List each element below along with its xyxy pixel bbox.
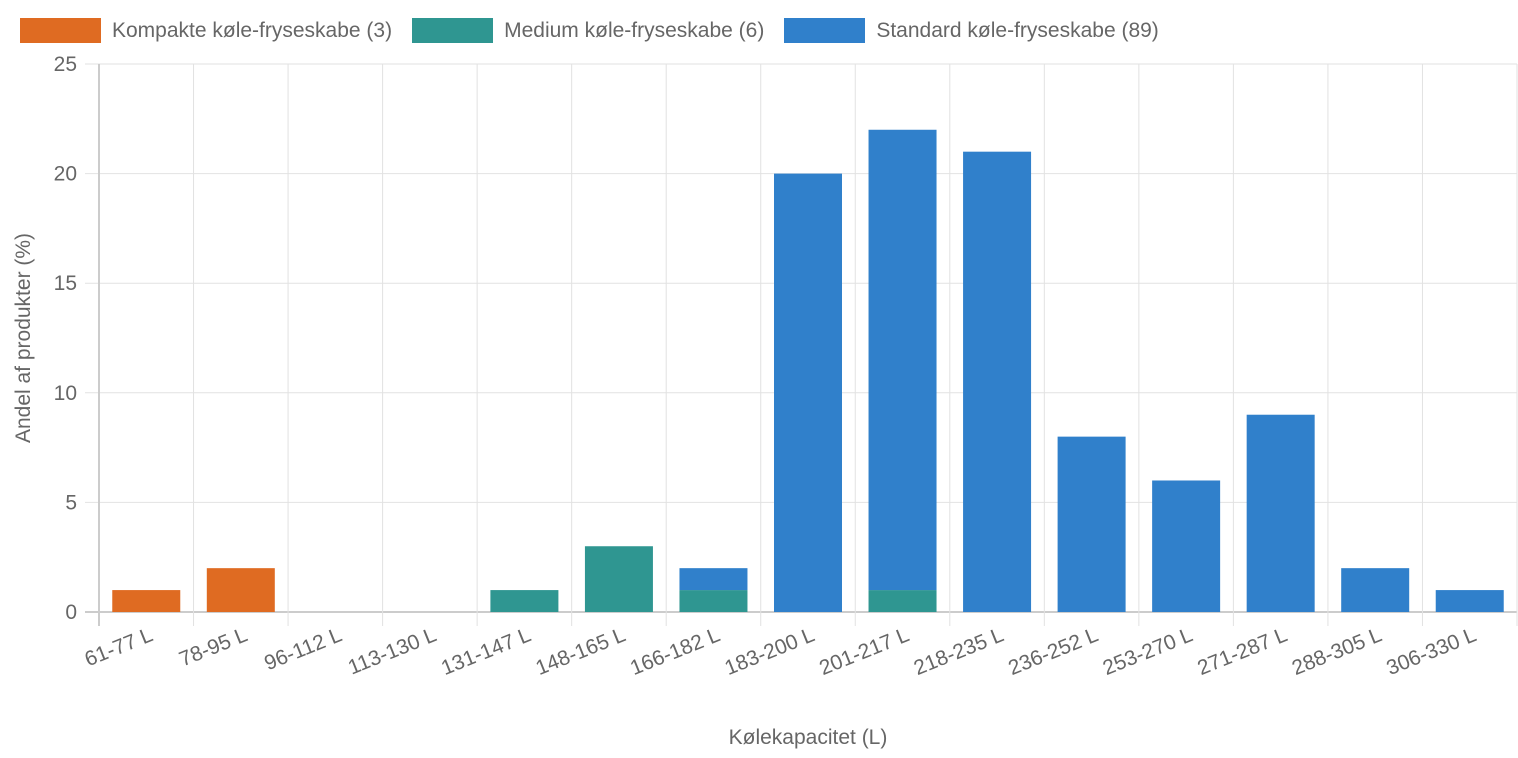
bar-segment[interactable]	[206, 568, 275, 612]
bar-segment[interactable]	[868, 590, 937, 612]
y-tick-label: 20	[54, 163, 77, 186]
x-tick-label: 253-270 L	[1100, 623, 1196, 680]
legend-swatch-kompakte	[20, 18, 101, 43]
bar-segment[interactable]	[963, 151, 1032, 612]
bar-segment[interactable]	[868, 129, 937, 591]
legend-swatch-standard	[784, 18, 866, 43]
x-tick-label: 96-112 L	[261, 623, 345, 675]
bar-segment[interactable]	[490, 590, 559, 612]
legend-item-medium[interactable]: Medium køle-fryseskabe (6)	[412, 18, 764, 43]
x-tick-label: 148-165 L	[532, 623, 628, 680]
legend-label-kompakte: Kompakte køle-fryseskabe (3)	[112, 18, 393, 42]
legend-item-kompakte[interactable]: Kompakte køle-fryseskabe (3)	[20, 18, 392, 43]
x-tick-label: 113-130 L	[345, 623, 440, 679]
chart-legend: Kompakte køle-fryseskabe (3) Medium køle…	[20, 18, 1179, 43]
bar-segment[interactable]	[774, 173, 842, 612]
y-tick-label: 0	[65, 601, 77, 624]
y-tick-label: 15	[54, 272, 77, 295]
bar-segment[interactable]	[584, 546, 653, 612]
y-tick-label: 25	[54, 53, 77, 76]
legend-label-standard: Standard køle-fryseskabe (89)	[876, 18, 1159, 42]
bar-segment[interactable]	[1152, 480, 1221, 612]
legend-label-medium: Medium køle-fryseskabe (6)	[504, 18, 765, 42]
y-tick-label: 5	[65, 491, 77, 514]
bar-segment[interactable]	[1435, 590, 1504, 612]
bar-segment[interactable]	[679, 568, 748, 591]
x-tick-label: 78-95 L	[176, 623, 251, 671]
bar-segment[interactable]	[1341, 568, 1410, 612]
x-tick-label: 236-252 L	[1005, 623, 1101, 680]
x-tick-label: 131-147 L	[438, 623, 534, 680]
x-tick-label: 306-330 L	[1383, 623, 1479, 680]
x-axis-title: Kølekapacitet (L)	[729, 726, 888, 749]
bar-segment[interactable]	[1246, 414, 1315, 612]
y-axis-ticks: 0 5 10 15 20 25	[54, 53, 77, 624]
y-tick-label: 10	[54, 382, 77, 405]
y-axis-title: Andel af produkter (%)	[12, 233, 35, 443]
bar-segment[interactable]	[679, 590, 748, 612]
bar-segment[interactable]	[112, 590, 181, 612]
x-tick-label: 218-235 L	[911, 623, 1007, 680]
x-tick-label: 61-77 L	[81, 623, 156, 671]
x-tick-label: 183-200 L	[722, 623, 818, 680]
bars	[112, 129, 1504, 612]
x-tick-label: 271-287 L	[1194, 623, 1290, 680]
legend-item-standard[interactable]: Standard køle-fryseskabe (89)	[784, 18, 1159, 43]
x-tick-label: 166-182 L	[627, 623, 723, 680]
x-tick-label: 201-217 L	[816, 623, 912, 680]
legend-swatch-medium	[412, 18, 494, 43]
bar-segment[interactable]	[1057, 436, 1126, 612]
x-tick-label: 288-305 L	[1289, 623, 1385, 680]
